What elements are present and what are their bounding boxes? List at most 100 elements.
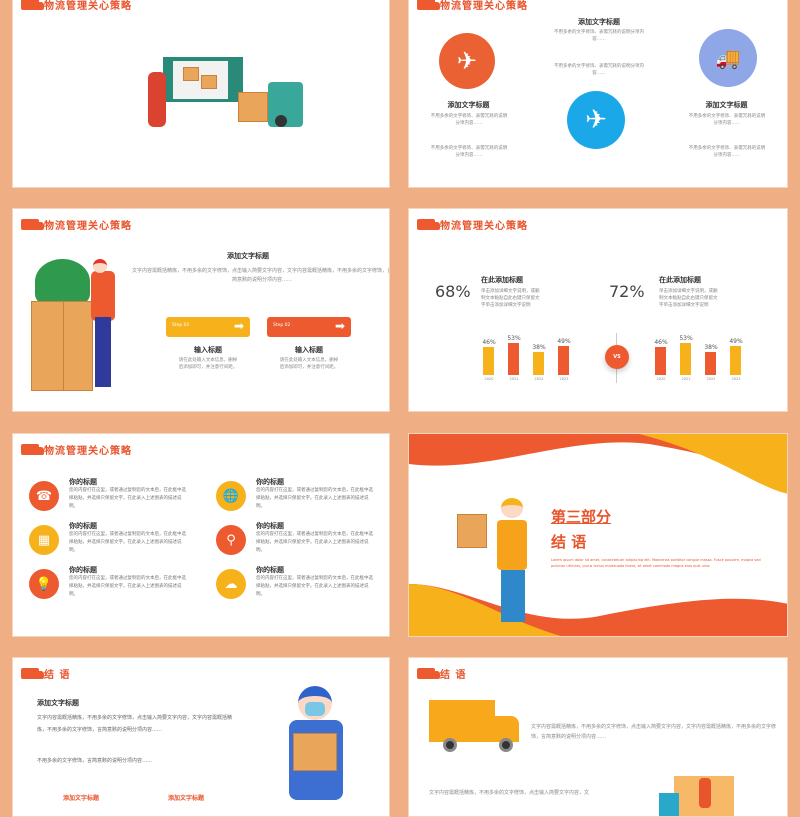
- content-note: 不用多余的文字修饰，言简意赅的说明分项内容……: [37, 758, 153, 764]
- arrow-right-icon: ➡: [334, 319, 345, 333]
- right-text-1: 不用多余的文字修饰、表需冗耗的说明分项内容……: [688, 114, 766, 126]
- bar: [558, 345, 569, 375]
- step-1[interactable]: Step 01 ➡: [166, 317, 250, 337]
- slide-1[interactable]: 物流管理关心策略: [12, 0, 390, 188]
- content-body: 文字内容需概括精炼，不用多余的文字修饰，点击输入简要文字内容，文字内容需概括精炼…: [37, 715, 233, 733]
- item-text: 您的内容打在这里，或者通过复制您的文本后，在此框中选择粘贴，并选择只保留文字。在…: [256, 576, 373, 597]
- header-title: 物流管理关心策略: [440, 221, 528, 232]
- vs-badge: VS: [605, 345, 629, 369]
- feature-item: ☁ 你的标题 您的内容打在这里，或者通过复制您的文本后，在此框中选择粘贴，并选择…: [216, 565, 386, 607]
- bar: [483, 347, 494, 375]
- slide-7[interactable]: 结 语 添加文字标题 文字内容需概括精炼，不用多余的文字修饰，点击输入简要文字内…: [12, 657, 390, 817]
- year-tick-label: 2023: [559, 377, 569, 381]
- truck-icon: [21, 0, 44, 10]
- slide-header: 物流管理关心策略: [21, 442, 132, 457]
- item-text: 您的内容打在这里，或者通过复制您的文本后，在此框中选择粘贴，并选择只保留文字。在…: [256, 532, 373, 553]
- year-tick-label: 2021: [509, 377, 519, 381]
- bar: [730, 345, 741, 375]
- slide-3[interactable]: 物流管理关心策略 添加文字标题 文字内容需概括精炼，不用多余的文字修饰，点击输入…: [12, 208, 390, 412]
- header-title: 结 语: [44, 670, 71, 681]
- item-title: 你的标题: [256, 522, 284, 530]
- year-tick-label: 2020: [484, 377, 494, 381]
- text-block-1: 文字内容需概括精炼，不用多余的文字修饰，点击输入简要文字内容，文字内容需概括精炼…: [531, 724, 777, 740]
- left-text-2: 不用多余的文字修饰、表需冗耗的说明分项内容……: [430, 146, 508, 158]
- truck-icon: [21, 444, 44, 455]
- slide-header: 物流管理关心策略: [417, 0, 528, 12]
- slide-5[interactable]: 物流管理关心策略 ☎ 你的标题 您的内容打在这里，或者通过复制您的文本后，在此框…: [12, 433, 390, 637]
- slide-2[interactable]: 物流管理关心策略 添加文字标题 不用多余的文字修饰、表需冗耗的说明分项内容…… …: [408, 0, 788, 188]
- header-title: 物流管理关心策略: [44, 221, 132, 232]
- sub-title-1: 添加文字标题: [63, 795, 100, 802]
- left-text-1: 不用多余的文字修饰、表需冗耗的说明分项内容……: [430, 114, 508, 126]
- section-part: 第三部分: [551, 508, 612, 526]
- bar-value-label: 53%: [679, 335, 693, 343]
- phone-icon: ☎: [29, 481, 59, 511]
- content-body: 文字内容需概括精炼，不用多余的文字修饰，点击输入简要文字内容，文字内容需概括精炼…: [131, 268, 390, 283]
- truck-icon: [21, 219, 44, 230]
- center-title: 添加文字标题: [578, 18, 620, 26]
- feature-item: ▦ 你的标题 您的内容打在这里，或者通过复制您的文本后，在此框中选择粘贴，并选择…: [29, 521, 199, 563]
- item-text: 您的内容打在这里，或者通过复制您的文本后，在此框中选择粘贴，并选择只保留文字。在…: [69, 488, 186, 509]
- item-text: 您的内容打在这里，或者通过复制您的文本后，在此框中选择粘贴，并选择只保留文字。在…: [69, 532, 186, 553]
- slide-header: 物流管理关心策略: [21, 0, 132, 12]
- arrow-right-icon: ➡: [233, 319, 244, 333]
- truck-icon: [417, 219, 440, 230]
- step-label: Step 02: [273, 323, 291, 328]
- step-1-title: 输入标题: [194, 346, 222, 354]
- step-2-text: 请在此处输入文本信息，删掉后添加即可，并注意行间距。: [279, 358, 339, 370]
- item-title: 你的标题: [69, 522, 97, 530]
- bar: [680, 343, 691, 375]
- slide-header: 物流管理关心策略: [21, 217, 132, 232]
- text-block-2: 文字内容需概括精炼，不用多余的文字修饰，点击输入简要文字内容，文: [429, 790, 590, 796]
- feature-item: ⚲ 你的标题 您的内容打在这里，或者通过复制您的文本后，在此框中选择粘贴，并选择…: [216, 521, 386, 563]
- right-title: 添加文字标题: [705, 101, 748, 109]
- year-tick-label: 2022: [534, 377, 544, 381]
- slide-header: 结 语: [21, 666, 70, 681]
- panel-left-text: 单击添加详细文字说明，或删制文本黏贴自此右键只保留文字单击添加详细文字说明: [481, 289, 540, 308]
- location-pin-icon: ⚲: [216, 525, 246, 555]
- bar-value-label: 38%: [704, 344, 718, 352]
- bar: [705, 352, 716, 375]
- bar-value-label: 53%: [507, 335, 521, 343]
- slide-header: 结 语: [417, 666, 466, 681]
- header-title: 物流管理关心策略: [44, 446, 132, 457]
- section-title: 结 语: [551, 533, 587, 551]
- feature-item: 💡 你的标题 您的内容打在这里，或者通过复制您的文本后，在此框中选择粘贴，并选择…: [29, 565, 199, 607]
- content-title: 添加文字标题: [227, 252, 269, 260]
- sub-title-2: 添加文字标题: [168, 795, 205, 802]
- step-2[interactable]: Step 02 ➡: [267, 317, 351, 337]
- bar: [508, 343, 519, 375]
- item-title: 你的标题: [256, 478, 284, 486]
- year-tick-label: 2022: [706, 377, 716, 381]
- bar: [655, 347, 666, 375]
- right-text-2: 不用多余的文字修饰、表需冗耗的说明分项内容……: [688, 146, 766, 158]
- header-title: 结 语: [440, 670, 467, 681]
- airplane-takeoff-icon: ✈: [567, 91, 625, 149]
- left-title: 添加文字标题: [447, 101, 490, 109]
- delivery-truck-icon: 🚚: [699, 29, 757, 87]
- item-text: 您的内容打在这里，或者通过复制您的文本后，在此框中选择粘贴，并选择只保留文字。在…: [256, 488, 373, 509]
- header-title: 物流管理关心策略: [44, 1, 132, 12]
- year-tick-label: 2021: [681, 377, 691, 381]
- item-title: 你的标题: [256, 566, 284, 574]
- slide-8[interactable]: 结 语 文字内容需概括精炼，不用多余的文字修饰，点击输入简要文字内容，文字内容需…: [408, 657, 788, 817]
- item-text: 您的内容打在这里，或者通过复制您的文本后，在此框中选择粘贴，并选择只保留文字。在…: [69, 576, 186, 597]
- calendar-icon: ▦: [29, 525, 59, 555]
- airplane-icon: ✈: [439, 33, 495, 89]
- feature-item: 🌐 你的标题 您的内容打在这里，或者通过复制您的文本后，在此框中选择粘贴，并选择…: [216, 477, 386, 519]
- wave-background: [409, 434, 787, 636]
- bar-value-label: 49%: [729, 337, 743, 345]
- slide-4[interactable]: 物流管理关心策略 68% 在此添加标题 单击添加详细文字说明，或删制文本黏贴自此…: [408, 208, 788, 412]
- bar-value-label: 46%: [654, 339, 668, 347]
- truck-icon: [417, 0, 440, 10]
- globe-icon: 🌐: [216, 481, 246, 511]
- slide-6[interactable]: 第三部分 结 语 Lorem ipsum dolor sit amet, con…: [408, 433, 788, 637]
- panel-right-title: 在此添加标题: [659, 276, 701, 284]
- percent-right: 72%: [609, 282, 645, 301]
- lightbulb-icon: 💡: [29, 569, 59, 599]
- section-lorem: Lorem ipsum dolor sit amet, consectetuer…: [551, 558, 761, 568]
- content-title: 添加文字标题: [37, 699, 79, 707]
- cloud-download-icon: ☁: [216, 569, 246, 599]
- bar: [533, 352, 544, 375]
- bar-value-label: 38%: [532, 344, 546, 352]
